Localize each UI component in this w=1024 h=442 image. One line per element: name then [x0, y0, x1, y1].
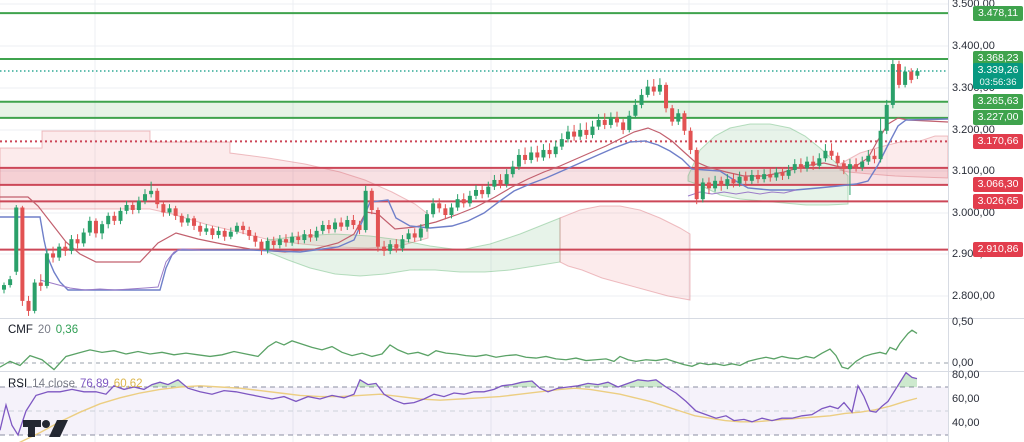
axis-tick: 3.400,00 — [952, 40, 995, 52]
rsi-param: 14 close — [32, 378, 76, 390]
price-line-label: 3.227,00 — [973, 110, 1023, 126]
price-line-label: 3.026,65 — [973, 193, 1023, 209]
cmf-value: 0,36 — [55, 324, 79, 336]
price-line-label: 3.265,63 — [973, 94, 1023, 110]
current-price-value: 3.339,26 — [977, 64, 1019, 77]
price-line-label: 3.066,30 — [973, 177, 1023, 193]
cmf-indicator-legend[interactable]: CMF 20 0,36 — [8, 324, 78, 336]
axis-tick: 3.000,00 — [952, 207, 995, 219]
axis-tick: 3.500,00 — [952, 0, 995, 10]
price-line-label: 3.368,23 — [973, 51, 1023, 67]
axis-tick: 2.800,00 — [952, 290, 995, 302]
axis-tick: 0,50 — [952, 316, 974, 328]
price-line-label: 3.478,11 — [973, 5, 1023, 21]
rsi-title: RSI — [8, 378, 28, 390]
axis-tick: 0,00 — [952, 357, 974, 369]
cmf-title: CMF — [8, 324, 33, 336]
rsi-ma-value: 60,62 — [113, 378, 143, 390]
rsi-indicator-legend[interactable]: RSI 14 close 76,89 60,62 — [8, 378, 143, 390]
rsi-value: 76,89 — [80, 378, 109, 390]
tradingview-logo[interactable] — [22, 416, 74, 442]
candle-countdown: 03:56:36 — [979, 77, 1017, 89]
axis-tick: 3.200,00 — [952, 124, 995, 136]
candlestick-series — [2, 59, 920, 316]
price-line-label: 3.170,66 — [973, 133, 1023, 149]
axis-tick: 3.100,00 — [952, 165, 995, 177]
axis-tick: 40,00 — [952, 417, 980, 429]
axis-tick: 60,00 — [952, 393, 980, 405]
axis-tick: 80,00 — [952, 369, 980, 381]
current-price-label: 3.339,26 03:56:36 — [973, 63, 1023, 90]
cmf-param: 20 — [37, 324, 51, 336]
price-line-label: 2.910,86 — [973, 242, 1023, 258]
